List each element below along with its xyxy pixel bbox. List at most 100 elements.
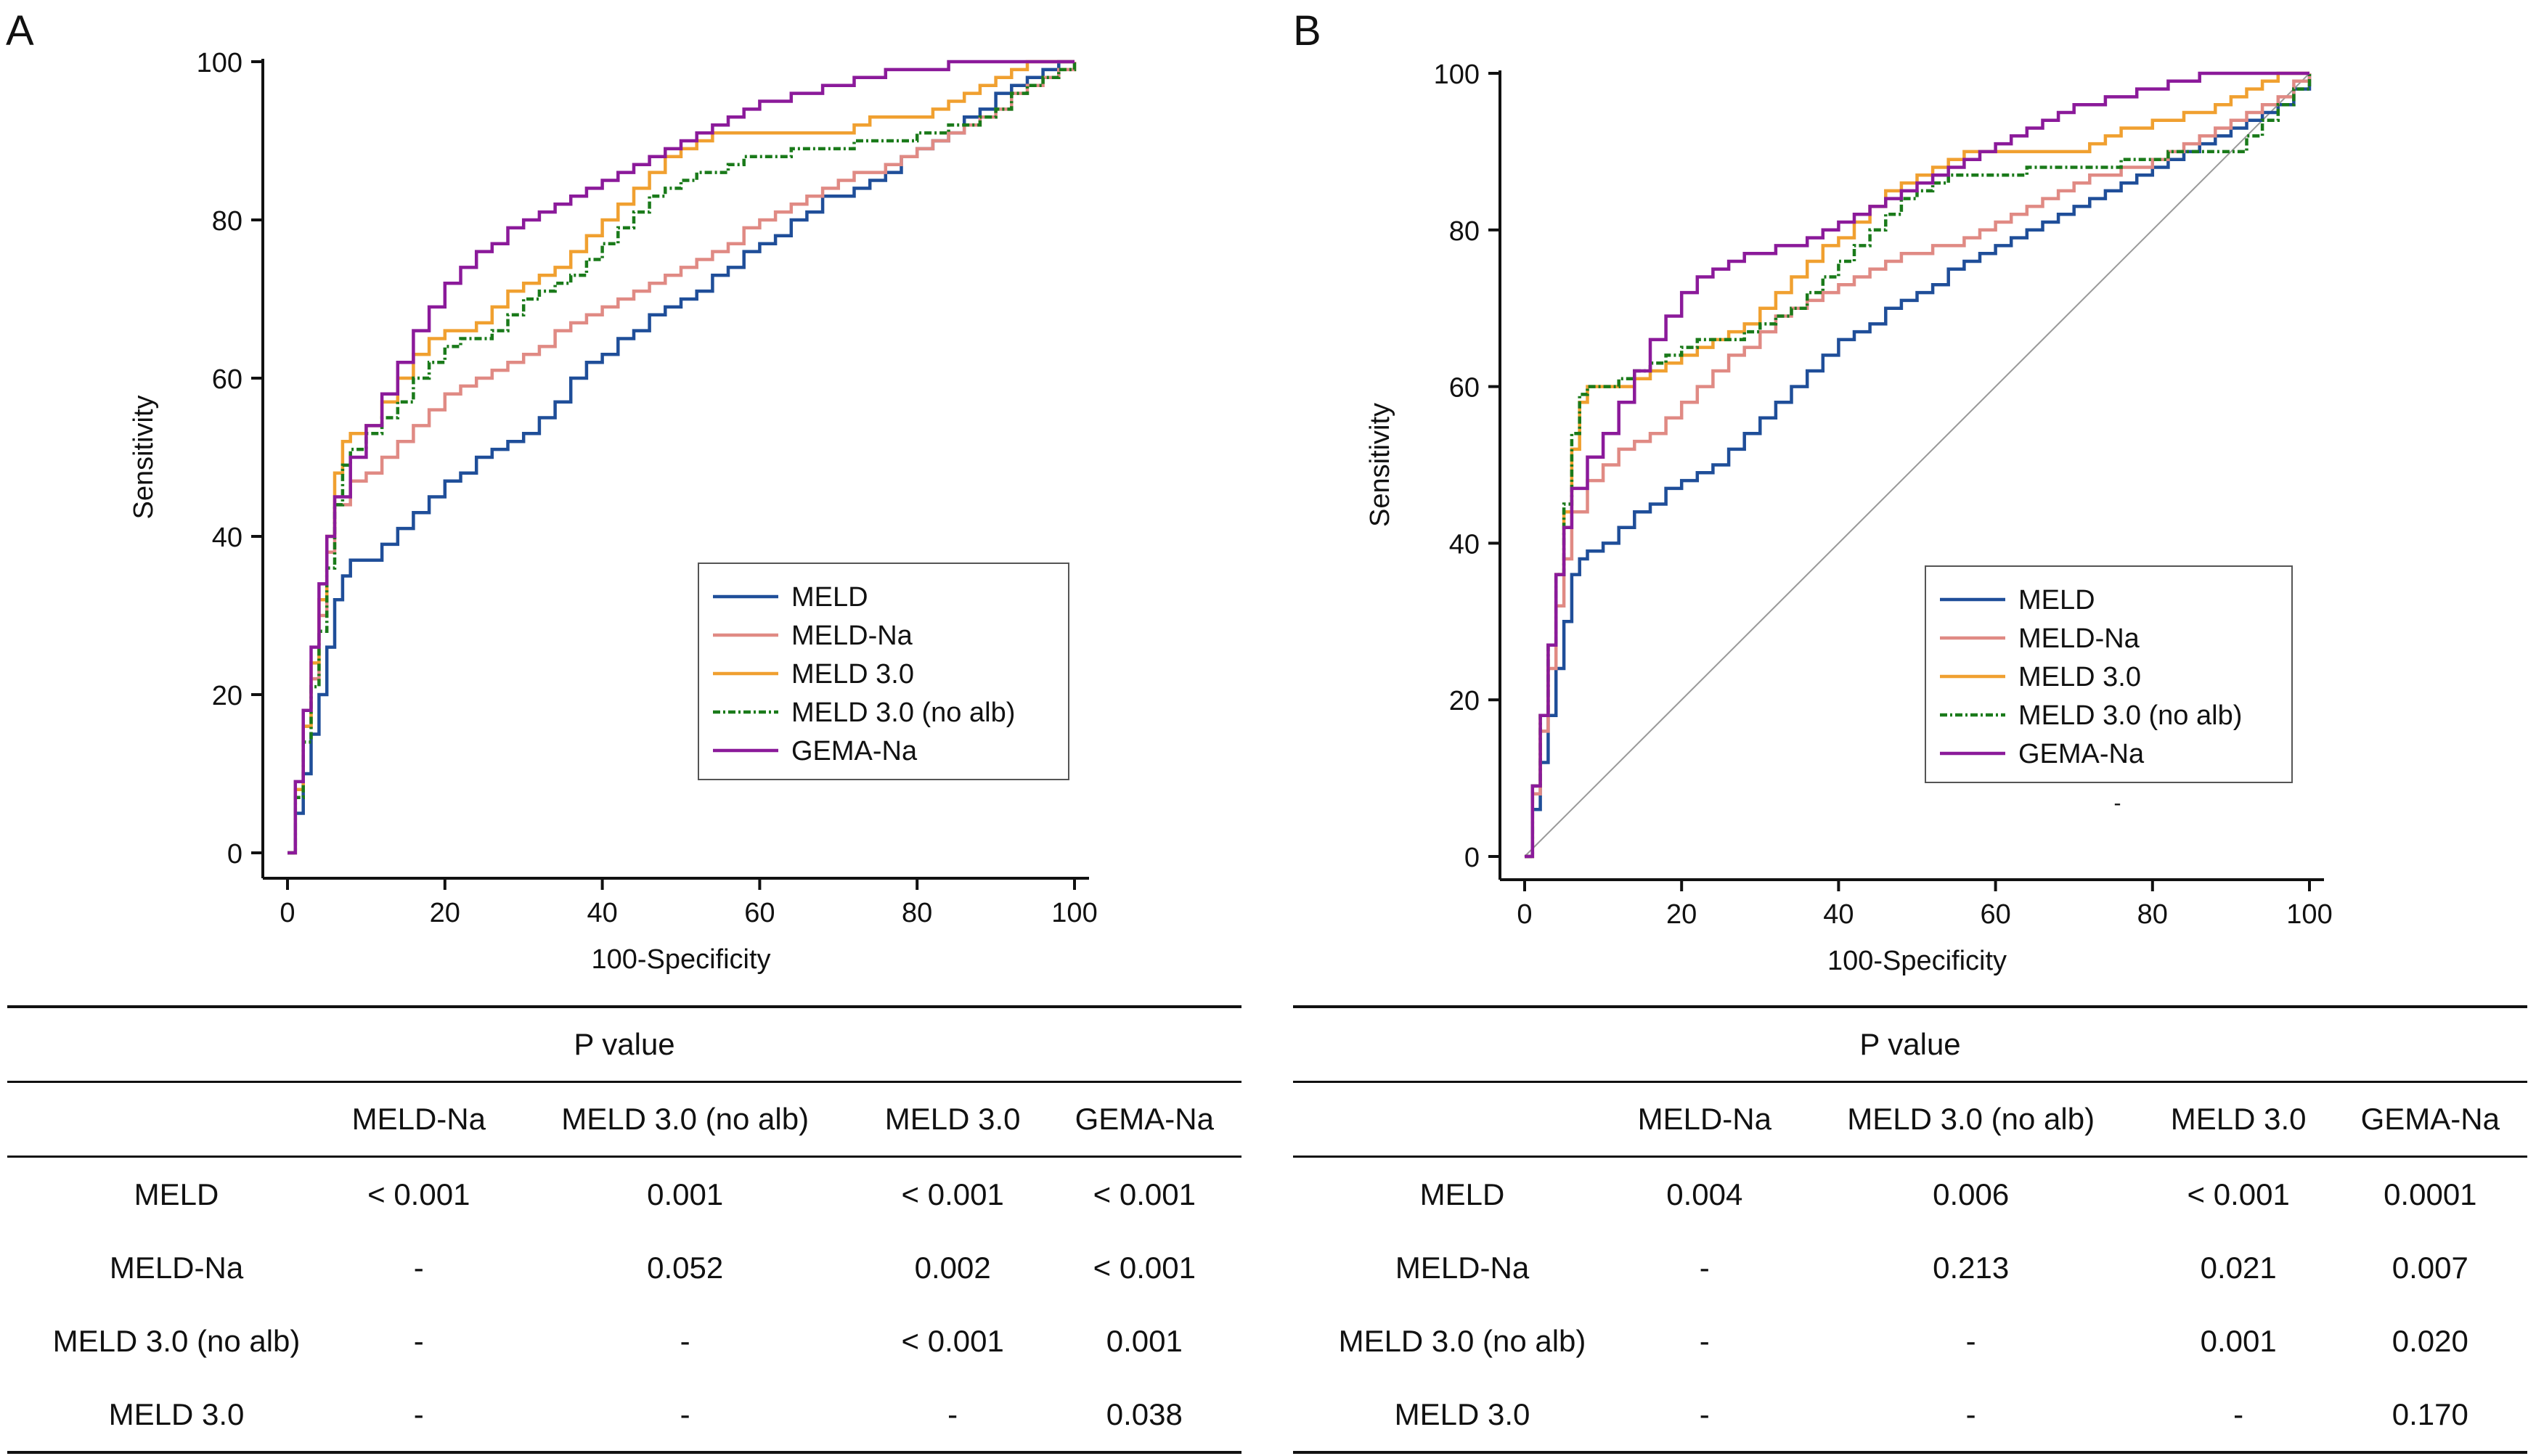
table-row: MELD-Na - 0.213 0.021 0.007 [1293, 1231, 2527, 1304]
row-label: MELD 3.0 [1293, 1378, 1611, 1454]
column-header: MELD 3.0 [2143, 1081, 2333, 1158]
legend-label: MELD 3.0 (no alb) [791, 698, 1015, 728]
table-cell: 0.021 [2200, 1250, 2277, 1285]
column-header: MELD-Na [325, 1081, 513, 1158]
y-tick-label: 100 [197, 48, 242, 78]
legend-label: MELD-Na [791, 621, 913, 651]
x-tick-label: 100 [2286, 899, 2332, 930]
y-tick-label: 20 [212, 681, 242, 711]
table-header: P value [7, 1008, 1241, 1083]
table-cell: 0.0001 [2384, 1177, 2477, 1211]
column-header: GEMA-Na [1047, 1081, 1241, 1158]
roc-chart-a: A 0 20 40 60 80 100 0 20 40 60 80 100 100-Specificit… [6, 7, 1098, 975]
reference-diagonal [1524, 73, 2310, 857]
column-header: MELD 3.0 [857, 1081, 1048, 1158]
legend-label: GEMA-Na [2018, 739, 2145, 769]
table-cell: 0.213 [1933, 1250, 2010, 1285]
x-tick-label: 20 [1666, 899, 1697, 930]
y-tick-label: 80 [1449, 216, 1480, 247]
table-cell: 0.002 [914, 1250, 991, 1285]
x-tick-label: 80 [902, 898, 932, 928]
column-header: MELD 3.0 (no alb) [512, 1081, 858, 1158]
roc-curve-meld3 [288, 60, 1075, 855]
legend-extra-mark: - [2114, 791, 2121, 815]
y-tick-label: 80 [212, 206, 242, 237]
panel-a: A 0 20 40 60 80 100 0 20 40 60 80 100 100-Specificit… [6, 7, 1241, 1454]
legend-box [698, 563, 1069, 780]
table-cell: 0.007 [2392, 1250, 2468, 1285]
legend-label: MELD 3.0 [2018, 662, 2141, 692]
row-label: MELD [134, 1177, 219, 1211]
roc-curve-meld3 [1525, 71, 2309, 859]
panel-b: B 0 20 40 60 80 100 0 20 40 60 80 100 100-Specificit… [1264, 0, 2528, 1456]
row-label: MELD-Na [1395, 1250, 1530, 1285]
table-cell: < 0.001 [901, 1323, 1004, 1358]
x-tick-label: 40 [1823, 899, 1854, 930]
table-cell: 0.006 [1933, 1177, 2010, 1211]
row-label: MELD 3.0 (no alb) [1338, 1323, 1586, 1358]
table-cell: - [1798, 1378, 2144, 1454]
table-cell: 0.001 [647, 1177, 724, 1211]
p-value-table-a: P value MELD-Na MELD 3.0 (no alb) MELD 3… [7, 1005, 1241, 1454]
legend-label: MELD-Na [2018, 623, 2140, 654]
table-cell: < 0.001 [1093, 1250, 1196, 1285]
p-value-table-b: P value MELD-Na MELD 3.0 (no alb) MELD 3… [1293, 1005, 2527, 1454]
table-cell: 0.020 [2392, 1323, 2468, 1358]
table-cell: 0.170 [2333, 1378, 2527, 1454]
roc-curve-meld3na [1525, 73, 2312, 859]
table-cell: - [1965, 1323, 1976, 1358]
x-tick-label: 20 [430, 898, 460, 928]
table-cell: 0.038 [1047, 1378, 1241, 1454]
legend-label: MELD 3.0 (no alb) [2018, 700, 2242, 731]
roc-curve-meldna [1525, 73, 2312, 859]
y-tick-label: 60 [212, 364, 242, 395]
table-cell: - [413, 1250, 424, 1285]
table-cell: 0.001 [1106, 1323, 1183, 1358]
x-tick-label: 0 [1517, 899, 1532, 930]
legend-box [1925, 565, 2293, 783]
y-tick-label: 0 [1464, 843, 1480, 873]
table-cell: 0.001 [2200, 1323, 2277, 1358]
table-cell: 0.052 [647, 1250, 724, 1285]
y-axis-label: Sensitivity [1365, 403, 1395, 527]
table-cell: - [2143, 1378, 2333, 1454]
table-cell: 0.004 [1666, 1177, 1743, 1211]
row-label: MELD 3.0 [7, 1378, 325, 1454]
column-header: MELD-Na [1611, 1081, 1798, 1158]
y-tick-label: 0 [227, 839, 242, 870]
x-tick-label: 0 [280, 898, 295, 928]
x-tick-label: 80 [2137, 899, 2168, 930]
table-cell: - [1611, 1378, 1798, 1454]
row-label: MELD [1419, 1177, 1505, 1211]
y-tick-label: 20 [1449, 686, 1480, 716]
row-label: MELD 3.0 (no alb) [52, 1323, 301, 1358]
table-row: MELD 3.0 (no alb) - - 0.001 0.020 [1293, 1304, 2527, 1378]
column-header: MELD 3.0 (no alb) [1798, 1081, 2144, 1158]
corner-cell [7, 1081, 325, 1158]
table-cell: - [512, 1378, 858, 1454]
x-tick-label: 40 [587, 898, 617, 928]
y-tick-label: 40 [212, 523, 242, 553]
legend-label: GEMA-Na [791, 736, 918, 766]
table-cell: - [413, 1323, 424, 1358]
table-cell: < 0.001 [367, 1177, 470, 1211]
column-header: GEMA-Na [2333, 1081, 2527, 1158]
corner-cell [1293, 1081, 1611, 1158]
legend-label: MELD [2018, 585, 2095, 615]
table-cell: - [680, 1323, 690, 1358]
table-cell: - [1699, 1323, 1710, 1358]
table-row: MELD 3.0 - - - 0.038 [7, 1378, 1241, 1454]
table-cell: - [325, 1378, 513, 1454]
roc-curve-meldna [288, 62, 1077, 855]
x-tick-label: 60 [1980, 899, 2010, 930]
table-row: MELD 0.004 0.006 < 0.001 0.0001 [1293, 1157, 2527, 1232]
table-row: MELD < 0.001 0.001 < 0.001 < 0.001 [7, 1157, 1241, 1232]
legend-label: MELD [791, 582, 868, 613]
table-cell: < 0.001 [901, 1177, 1004, 1211]
y-axis-label: Sensitivity [129, 395, 159, 519]
x-axis-label: 100-Specificity [591, 944, 770, 975]
x-axis-label: 100-Specificity [1827, 946, 2007, 976]
table-header: P value [1293, 1008, 2527, 1083]
table-cell: - [1699, 1250, 1710, 1285]
row-label: MELD-Na [109, 1250, 244, 1285]
